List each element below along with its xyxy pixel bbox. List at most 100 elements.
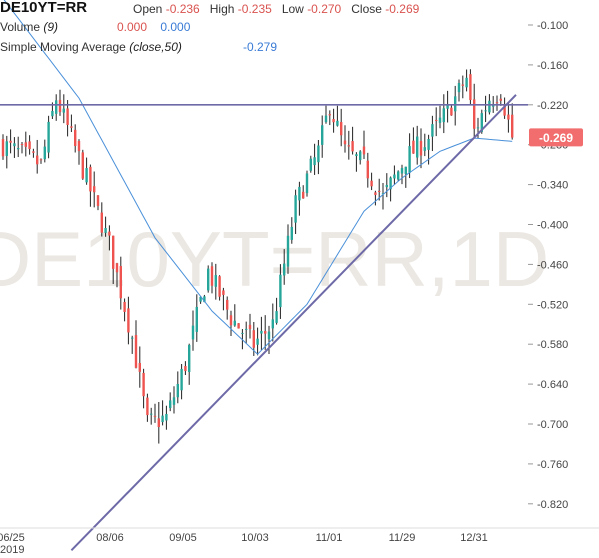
candle-body [267, 331, 271, 340]
y-tick-label: -0.700 [537, 419, 568, 431]
sma-label: Simple Moving Average [0, 40, 126, 54]
candle-body [412, 140, 415, 154]
candle-body [313, 157, 316, 166]
candle-body [184, 365, 187, 372]
candle-body [343, 140, 347, 145]
candle-body [210, 266, 214, 286]
candle-body [275, 311, 278, 323]
candle-body [13, 143, 16, 147]
candle-body [450, 107, 453, 116]
low-value: -0.270 [307, 2, 342, 16]
x-axis: 06/25 08/06 09/05 10/03 11/01 11/29 12/31 2019 [0, 527, 599, 556]
candle-body [233, 320, 236, 326]
candle-body [127, 308, 130, 333]
candle-body [9, 140, 12, 143]
candle-body [96, 195, 100, 206]
candle-body [134, 335, 138, 368]
volume-label: Volume [0, 20, 41, 34]
candle-body [374, 192, 377, 195]
candle-body [503, 104, 506, 116]
candle-body [324, 115, 328, 123]
y-tick-label: -0.520 [537, 299, 568, 311]
candle-body [245, 328, 248, 330]
x-tick-label: 12/31 [460, 532, 488, 544]
y-tick-label: -0.400 [537, 220, 568, 232]
candle-body [495, 102, 499, 104]
candle-body [104, 228, 107, 233]
x-tick-label: 11/29 [389, 532, 416, 544]
candle-body [47, 121, 50, 153]
candle-body [85, 168, 88, 183]
low-label: Low [281, 2, 304, 16]
candle-body [66, 108, 69, 125]
candle-body [81, 152, 84, 179]
candle-body [351, 141, 354, 152]
candle-body [397, 171, 400, 180]
y-tick-label: -0.340 [537, 180, 568, 192]
candle-body [119, 266, 122, 299]
close-value: -0.269 [385, 2, 420, 16]
candle-body [142, 372, 145, 397]
candle-body [150, 413, 153, 415]
candle-body [469, 74, 472, 101]
candle-body [309, 158, 312, 171]
candle-body [207, 268, 210, 291]
candle-body [70, 126, 73, 128]
volume-param: (9) [43, 20, 59, 34]
candle-body [226, 299, 229, 310]
candle-body [55, 100, 58, 114]
last-price-marker: -0.269 [529, 128, 583, 147]
candle-body [290, 226, 293, 240]
candle-body [108, 231, 111, 236]
candle-body [271, 319, 274, 329]
candle-body [416, 136, 419, 158]
candle-body [332, 119, 335, 123]
annotation-lines [0, 94, 528, 552]
x-tick-label: 10/03 [241, 532, 269, 544]
candle-body [153, 415, 157, 417]
candle-body [404, 166, 407, 174]
candle-body [347, 145, 350, 147]
candle-body [241, 332, 244, 334]
candle-body [123, 301, 126, 312]
open-value: -0.236 [165, 2, 200, 16]
x-tick-label: 11/01 [316, 532, 343, 544]
candle-body [188, 344, 191, 373]
candle-body [214, 275, 217, 287]
candle-body [438, 117, 442, 123]
candle-body [294, 195, 297, 223]
y-tick-label: -0.820 [537, 499, 568, 511]
candle-body [176, 383, 179, 398]
candle-body [62, 108, 65, 113]
candle-body [389, 177, 392, 190]
candle-body [435, 119, 438, 121]
candle-body [488, 100, 491, 113]
x-tick-label: 08/06 [96, 532, 124, 544]
candle-body [157, 418, 160, 428]
candle-body [279, 274, 282, 308]
candle-body [359, 151, 362, 161]
candle-body [465, 77, 468, 88]
candle-body [473, 99, 476, 129]
candle-body [378, 190, 381, 192]
candle-body [355, 154, 358, 156]
candle-body [400, 168, 404, 174]
candle-body [321, 125, 324, 145]
sma-line [3, 0, 513, 355]
volume-value-2: 0.000 [160, 20, 191, 34]
candle-body [138, 362, 141, 372]
candle-body [20, 143, 24, 145]
candle-body [131, 337, 134, 339]
sma-param: (close,50) [129, 40, 182, 54]
y-tick-label: -0.760 [537, 459, 568, 471]
candle-body [93, 186, 96, 193]
candle-body [58, 99, 62, 113]
candle-body [74, 129, 77, 147]
candle-body [32, 151, 35, 153]
candle-body [191, 325, 195, 340]
candle-body [161, 415, 164, 423]
candle-body [507, 114, 510, 120]
y-tick-label: -0.580 [537, 339, 568, 351]
y-tick-label: -0.220 [537, 100, 568, 112]
candle-body [336, 120, 339, 126]
